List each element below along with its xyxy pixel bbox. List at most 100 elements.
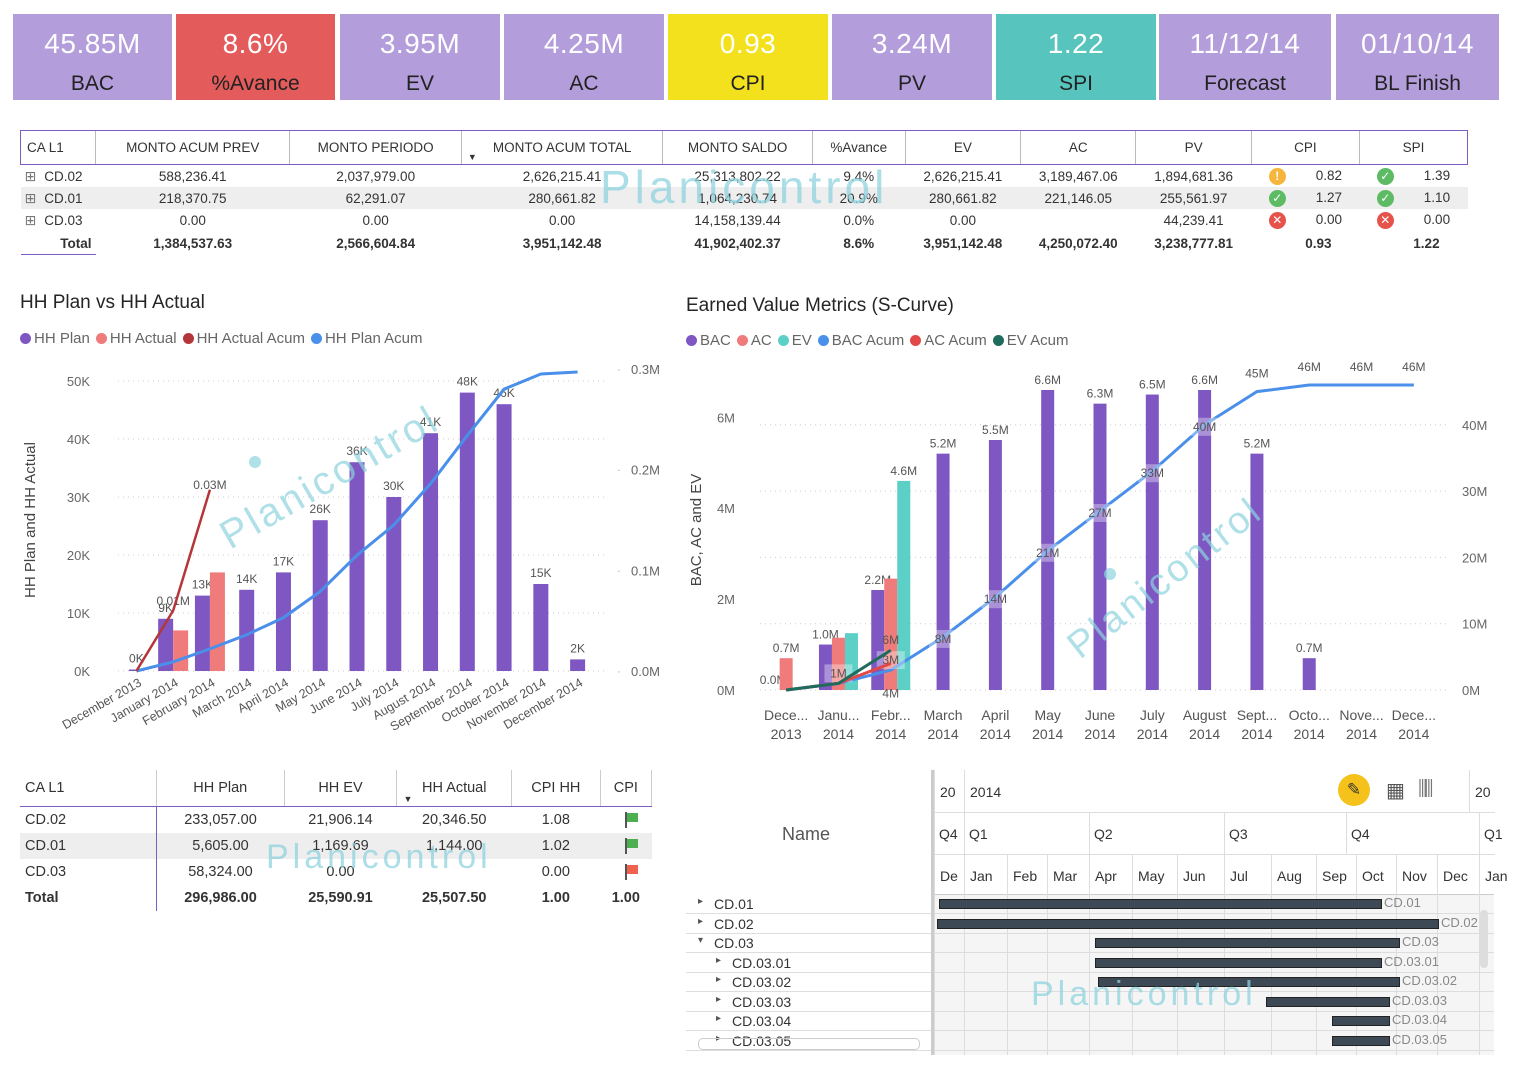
expand-icon[interactable]: ⊞: [24, 189, 37, 206]
kpi-card-ev[interactable]: 3.95M EV: [340, 14, 500, 100]
col-ev[interactable]: EV: [904, 130, 1021, 165]
col-ca[interactable]: CA L1: [20, 770, 157, 807]
task-bar[interactable]: [1332, 1035, 1390, 1046]
expand-arrow-icon[interactable]: ▸: [716, 1013, 722, 1024]
month-cell: Jul: [1224, 854, 1272, 894]
legend-item[interactable]: EV: [777, 332, 812, 349]
col-monto-acum-total[interactable]: MONTO ACUM TOTAL ▼: [460, 130, 663, 165]
task-bar[interactable]: [1095, 938, 1401, 948]
col-avance[interactable]: %Avance: [811, 130, 906, 165]
task-row[interactable]: ▾ CD.03: [686, 933, 931, 953]
sort-desc-icon[interactable]: ▼: [403, 794, 413, 804]
edit-icon[interactable]: ✎: [1338, 774, 1370, 806]
gantt-name-header[interactable]: Name: [686, 770, 931, 894]
col-monto-acum-prev[interactable]: MONTO ACUM PREV: [94, 130, 290, 165]
col-cpi-hh[interactable]: CPI HH: [511, 770, 601, 807]
legend-dot: [310, 333, 322, 344]
task-row[interactable]: ▸ CD.01: [686, 894, 931, 914]
legend-item[interactable]: HH Actual Acum: [182, 330, 305, 347]
kpi-card-avance[interactable]: 8.6% %Avance: [176, 14, 335, 100]
col-monto-periodo[interactable]: MONTO PERIODO: [289, 130, 462, 165]
kpi-label: PV: [897, 72, 926, 95]
legend-dot: [686, 335, 697, 346]
legend-item[interactable]: HH Plan Acum: [310, 330, 423, 347]
expand-arrow-icon[interactable]: ▾: [698, 935, 704, 946]
y-tick-label: 0M: [717, 683, 735, 698]
col-hh-actual[interactable]: HH Actual ▼: [396, 770, 512, 807]
task-bar[interactable]: [937, 918, 1439, 929]
total-spi: 1.22: [1359, 231, 1468, 255]
sort-desc-icon[interactable]: ▼: [467, 152, 477, 162]
table-row[interactable]: CD.01 5,605.00 1,169.69 1,144.00 1.02: [20, 833, 652, 859]
col-hh-ev[interactable]: HH EV: [283, 770, 397, 807]
kpi-card-spi[interactable]: 1.22 SPI: [996, 14, 1156, 100]
task-bar[interactable]: [1097, 977, 1401, 987]
ev-bar: [897, 480, 911, 690]
expand-arrow-icon[interactable]: ▸: [716, 954, 722, 966]
task-bar[interactable]: [1095, 957, 1382, 968]
legend-item[interactable]: AC Acum: [910, 332, 987, 349]
col-ca[interactable]: CA L1: [20, 130, 96, 165]
table-row[interactable]: CD.02 233,057.00 21,906.14 20,346.50 1.08: [20, 806, 652, 833]
ev-chart-legend[interactable]: BAC AC EV BAC Acum AC Acum EV Acum: [686, 332, 1074, 349]
table-grid-icon[interactable]: ▦: [1386, 780, 1405, 802]
total-periodo: 2,566,604.84: [289, 231, 462, 255]
kpi-card-blfinish[interactable]: 01/10/14 BL Finish: [1336, 14, 1499, 100]
legend-item[interactable]: BAC Acum: [817, 332, 904, 349]
col-cpi[interactable]: CPI: [599, 770, 653, 807]
x-tick-label: 2014: [1294, 726, 1325, 742]
expand-arrow-icon[interactable]: ▸: [716, 993, 722, 1005]
legend-item[interactable]: EV Acum: [992, 332, 1068, 349]
legend-item[interactable]: BAC: [686, 332, 731, 349]
month-label: Jun: [1183, 868, 1206, 884]
legend-item[interactable]: AC: [736, 332, 772, 349]
task-bar-label: CD.03.05: [1392, 1031, 1447, 1047]
kpi-card-cpi[interactable]: 0.93 CPI: [668, 14, 828, 100]
y-tick-label: 20K: [67, 548, 90, 563]
legend-item[interactable]: HH Plan: [20, 330, 90, 347]
task-bar[interactable]: [1332, 1016, 1390, 1026]
task-row[interactable]: ▸ CD.02: [686, 914, 931, 934]
x-tick-label: Nove...: [1339, 707, 1383, 723]
cell-prev: 218,370.75: [95, 187, 290, 209]
expand-arrow-icon[interactable]: ▸: [716, 974, 722, 985]
x-icon: ✕: [1376, 211, 1394, 229]
legend-item[interactable]: HH Actual: [95, 330, 177, 347]
col-spi[interactable]: SPI: [1358, 130, 1469, 165]
y-tick-label: 4M: [717, 501, 735, 516]
task-bar[interactable]: [1266, 996, 1390, 1007]
task-row[interactable]: ▸ CD.03.03: [686, 992, 931, 1012]
table-row[interactable]: CD.03 58,324.00 0.00 0.00: [20, 859, 652, 885]
x-tick-label: Sept...: [1237, 707, 1277, 723]
table-row[interactable]: ⊞ CD.03 0.00 0.00 0.00 14,158,139.44 0.0% 0.00 4…: [21, 209, 1468, 232]
kpi-card-pv[interactable]: 3.24M PV: [832, 14, 992, 100]
expand-icon[interactable]: ⊞: [24, 211, 37, 228]
hh-chart-legend[interactable]: HH Plan HH Actual HH Actual Acum HH Plan Ac…: [20, 330, 429, 347]
task-row[interactable]: ▸ CD.03.01: [686, 953, 931, 973]
cell-ev: 0.00: [949, 212, 976, 228]
task-bar[interactable]: [938, 899, 1382, 909]
col-pv[interactable]: PV: [1135, 130, 1252, 165]
task-row[interactable]: ▸ CD.03.04: [686, 1011, 931, 1031]
task-row[interactable]: ▸ CD.03.02: [686, 972, 931, 992]
col-hh-plan[interactable]: HH Plan: [156, 770, 284, 807]
chart-settings-icon[interactable]: ⫼⫼: [1418, 778, 1434, 800]
kpi-card-bac[interactable]: 45.85M BAC: [13, 14, 172, 100]
kpi-card-forecast[interactable]: 11/12/14 Forecast: [1159, 14, 1331, 100]
task-name: CD.01: [714, 896, 754, 912]
expand-icon[interactable]: ⊞: [24, 167, 37, 184]
name-scrollbar[interactable]: [698, 1038, 920, 1050]
table-row[interactable]: ⊞ CD.01 218,370.75 62,291.07 280,661.82 1,064…: [20, 187, 1468, 209]
expand-arrow-icon[interactable]: ▸: [698, 896, 704, 907]
col-cpi[interactable]: CPI: [1250, 130, 1360, 165]
quarter-label: Q4: [939, 826, 958, 842]
expand-arrow-icon[interactable]: ▸: [698, 915, 704, 927]
gantt-scrollbar[interactable]: [1480, 910, 1488, 968]
col-monto-saldo[interactable]: MONTO SALDO: [662, 130, 813, 165]
gantt-splitter[interactable]: [931, 770, 934, 1055]
x-tick-label: 2014: [980, 726, 1011, 742]
y-axis-title: BAC, AC and EV: [688, 474, 705, 587]
col-ac[interactable]: AC: [1020, 130, 1136, 165]
kpi-card-ac[interactable]: 4.25M AC: [504, 14, 664, 100]
table-row[interactable]: ⊞ CD.02 588,236.41 2,037,979.00 2,626,215.41…: [21, 165, 1468, 188]
